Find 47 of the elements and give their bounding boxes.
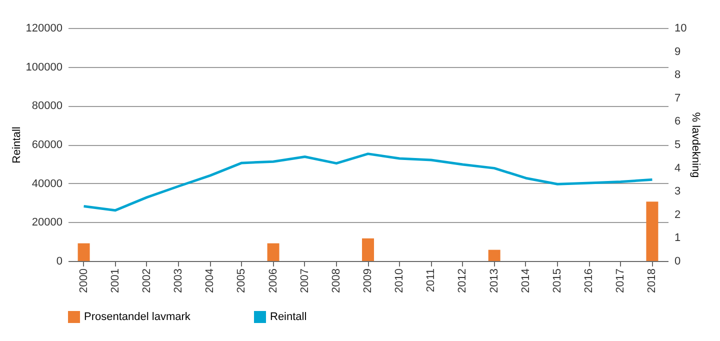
y2-axis-title: % lavdekning <box>690 112 702 178</box>
x-tick-label: 2009 <box>362 268 374 293</box>
y-tick-label: 60000 <box>32 139 62 151</box>
x-tick-label: 2006 <box>267 268 280 293</box>
y-tick-label: 0 <box>56 256 62 268</box>
x-tick-label: 2001 <box>109 268 122 293</box>
y2-tick-label: 7 <box>674 92 681 104</box>
x-tick-label: 2014 <box>520 268 532 293</box>
y-tick-label: 80000 <box>32 100 62 112</box>
x-tick-label: 2008 <box>330 268 342 293</box>
line-series <box>82 152 654 212</box>
y2-tick-label: 9 <box>674 46 681 58</box>
bar <box>362 238 374 261</box>
y2-tick-label: 6 <box>674 116 681 128</box>
legend-label: Prosentandel lavmark <box>84 311 191 323</box>
x-tick-label: 2007 <box>298 268 311 293</box>
x-tick-label: 2002 <box>140 268 153 293</box>
y2-tick-label: 0 <box>674 256 681 268</box>
legend-label: Reintall <box>270 311 307 323</box>
x-tick-label: 2004 <box>204 268 216 293</box>
x-tick-label: 2000 <box>78 268 90 293</box>
y2-tick-label: 5 <box>674 139 681 151</box>
y-tick-label: 20000 <box>32 216 62 229</box>
x-tick-label: 2003 <box>172 268 185 293</box>
y2-tick-label: 1 <box>674 232 681 244</box>
x-tick-label: 2016 <box>583 268 596 293</box>
x-tick-label: 2005 <box>236 268 248 293</box>
y-tick-label: 40000 <box>32 178 62 190</box>
bar <box>488 250 500 261</box>
bar <box>646 202 658 261</box>
bar <box>78 243 90 261</box>
bar <box>267 243 280 261</box>
x-tick-label: 2012 <box>456 268 469 293</box>
y2-tick-label: 2 <box>674 208 681 221</box>
x-tick-label: 2015 <box>551 268 564 293</box>
y-tick-label: 120000 <box>26 22 62 34</box>
y2-tick-label: 10 <box>674 22 687 34</box>
x-tick-label: 2010 <box>394 268 406 293</box>
x-tick-label: 2013 <box>488 268 500 293</box>
y2-tick-label: 8 <box>674 69 681 82</box>
x-tick-label: 2011 <box>425 268 438 292</box>
y2-tick-label: 4 <box>674 162 681 174</box>
y-tick-label: 100000 <box>26 61 62 74</box>
x-tick-label: 2017 <box>614 268 627 293</box>
y-axis-title: Reintall <box>10 126 23 164</box>
y2-tick-label: 3 <box>674 186 681 198</box>
x-tick-label: 2018 <box>646 268 658 293</box>
